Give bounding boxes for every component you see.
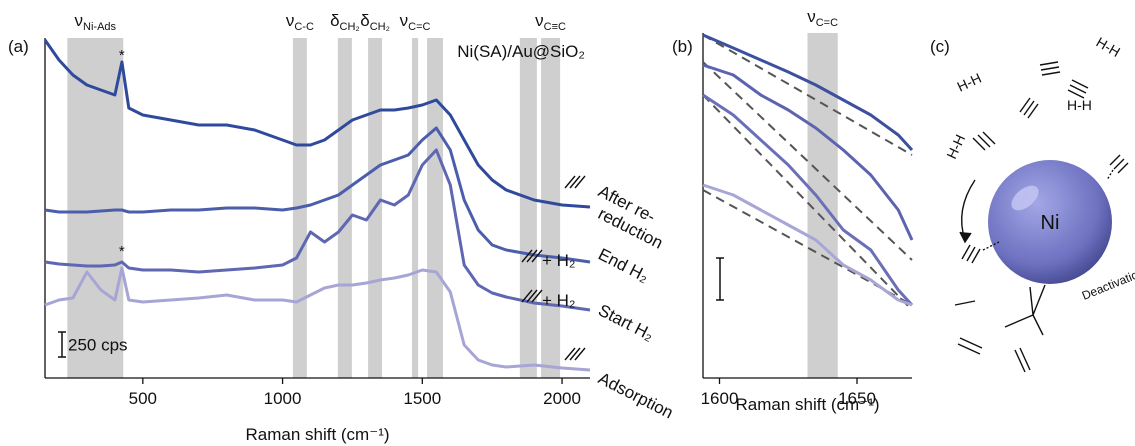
band-label: δCH₂	[360, 11, 390, 33]
fit-line	[702, 61, 913, 261]
center-label: Ni	[1041, 212, 1060, 234]
fit-line	[702, 34, 913, 156]
band-label: νC-C	[286, 11, 314, 33]
panel-label: (a)	[8, 37, 29, 56]
h2-label: H-H	[955, 70, 984, 95]
x-tick-label: 1600	[701, 389, 739, 408]
spectrum	[702, 63, 914, 241]
band-subscript: CH₂	[340, 21, 360, 33]
band-subscript: C=C	[408, 21, 430, 33]
diagram: (c) Ni H-H H-H H-H H-H Deactivation	[930, 34, 1135, 373]
x-tick-label: 1650	[838, 389, 876, 408]
scale-bar-label: 250 cps	[68, 336, 128, 355]
band-symbol: ν	[75, 11, 84, 30]
spectrum	[44, 148, 591, 312]
band-subscript: C-C	[294, 21, 314, 33]
series-label: After re-reduction	[586, 182, 675, 253]
x-axis-label: Raman shift (cm⁻¹)	[245, 425, 389, 444]
band-symbol: ν	[286, 11, 295, 30]
peak-star: *	[119, 243, 125, 260]
band	[337, 38, 352, 378]
band	[541, 38, 561, 378]
band-subscript: C=C	[816, 17, 838, 29]
spectrum	[44, 126, 591, 264]
scale-bar	[58, 331, 66, 358]
spectrum	[702, 33, 914, 152]
panel-label: (b)	[672, 37, 693, 56]
x-tick-label: 1000	[264, 389, 302, 408]
h2-label: H-H	[943, 132, 968, 161]
spectrum	[702, 183, 913, 307]
band	[411, 38, 419, 378]
band-label: δCH₂	[330, 11, 360, 33]
h2-label: H-H	[1067, 97, 1092, 113]
band	[427, 38, 443, 378]
highlight	[1011, 185, 1039, 211]
x-tick-label: 500	[129, 389, 157, 408]
h2-label: H-H	[1094, 34, 1124, 60]
series-label: End H₂	[595, 245, 652, 286]
molecule-icons	[954, 61, 1129, 373]
spectrum	[44, 266, 591, 372]
series-label: Adsorption	[595, 369, 676, 423]
h2-tag: + H₂	[542, 251, 576, 270]
ni-sphere	[988, 160, 1112, 284]
band-symbol: ν	[807, 7, 816, 26]
peak-star: *	[119, 47, 125, 64]
band-label: νC≡C	[535, 11, 566, 33]
x-tick-label: 1500	[403, 389, 441, 408]
series-label: Start H₂	[595, 301, 657, 345]
scale-bar	[716, 257, 724, 301]
bond-icon	[521, 289, 543, 303]
band-label: νC=C	[807, 7, 838, 29]
spectrum	[43, 39, 591, 209]
band-subscript: CH₂	[370, 21, 390, 33]
bond-icon	[564, 347, 586, 361]
fit-line	[702, 94, 913, 311]
band-symbol: δ	[360, 11, 369, 30]
bond-icon	[521, 249, 543, 263]
band	[519, 38, 537, 378]
h2-tag: + H₂	[542, 291, 576, 310]
annotation: Ni(SA)/Au@SiO₂	[457, 42, 585, 61]
band-symbol: ν	[535, 11, 544, 30]
x-tick-label: 2000	[543, 389, 581, 408]
bond-icon	[564, 175, 586, 189]
band-label: νNi-Ads	[75, 11, 117, 33]
band-symbol: ν	[400, 11, 409, 30]
band-label: νC=C	[400, 11, 431, 33]
band-symbol: δ	[330, 11, 339, 30]
spectrum	[702, 93, 914, 307]
band-subscript: Ni-Ads	[83, 21, 117, 33]
panel-label: (c)	[930, 37, 950, 56]
x-axis-label: Raman shift (cm⁻¹)	[735, 395, 879, 414]
band-subscript: C≡C	[544, 21, 566, 33]
